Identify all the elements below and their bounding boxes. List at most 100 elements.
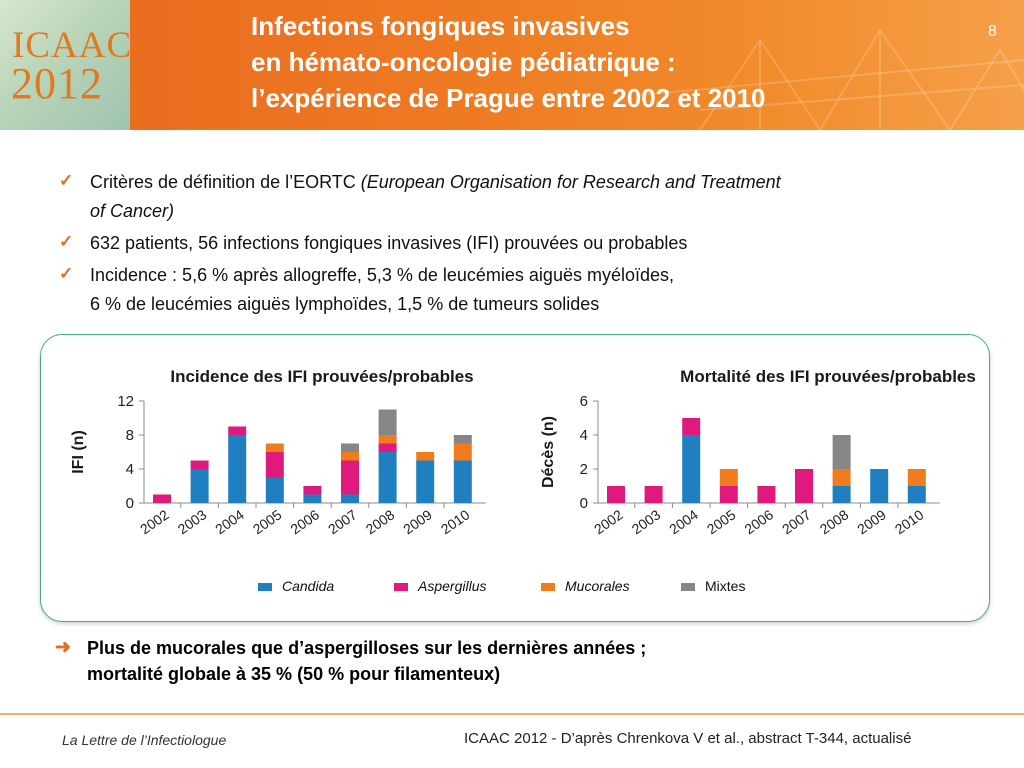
icaac-logo: ICAAC 2012 (0, 0, 130, 130)
x-tick-label: 2002 (591, 506, 626, 537)
bar-candida-2007 (341, 494, 359, 503)
bullet-2-text: 632 patients, 56 infections fongiques in… (90, 233, 688, 253)
chart-title: Incidence des IFI prouvées/probables (170, 367, 473, 386)
bar-mucorales-2008 (832, 469, 851, 486)
x-tick-label: 2004 (666, 506, 701, 537)
bullet-1-italic-2: of Cancer) (90, 201, 175, 221)
x-tick-label: 2004 (212, 506, 247, 537)
x-tick-label: 2008 (363, 506, 398, 537)
bar-mucorales-2009 (416, 452, 435, 461)
bar-aspergillus-2003 (190, 460, 209, 469)
bar-aspergillus-2007 (795, 469, 813, 503)
bar-aspergillus-2007 (341, 460, 359, 495)
title-line-2: en hémato-oncologie pédiatrique : (251, 47, 676, 77)
legend-swatch-mixtes (681, 583, 695, 591)
bullet-1-line-1: Critères de définition de l’EORTC (Europ… (90, 168, 781, 197)
legend-label-mixtes: Mixtes (705, 578, 745, 594)
x-tick-label: 2002 (137, 506, 172, 537)
footer-journal: La Lettre de l’Infectiologue (62, 732, 227, 748)
y-tick-label: 0 (126, 495, 134, 512)
x-tick-label: 2003 (629, 506, 664, 537)
y-tick-label: 4 (580, 427, 588, 444)
x-tick-label: 2006 (741, 506, 776, 537)
bar-candida-2006 (303, 494, 322, 503)
y-tick-label: 2 (580, 461, 588, 478)
x-tick-label: 2008 (817, 506, 852, 537)
bar-aspergillus-2005 (719, 486, 738, 503)
legend-label-candida: Candida (282, 578, 334, 594)
y-axis-label: IFI (n) (70, 430, 87, 474)
bar-mucorales-2010 (453, 443, 472, 461)
y-tick-label: 12 (117, 393, 134, 410)
bullet-1-italic: (European Organisation for Research and … (360, 172, 781, 192)
conclusion-line-1: Plus de mucorales que d’aspergilloses su… (87, 638, 647, 658)
bar-aspergillus-2002 (153, 494, 171, 503)
bar-mucorales-2008 (378, 435, 397, 444)
check-icon: ✓ (59, 171, 74, 190)
arrow-icon: ➜ (55, 637, 71, 658)
x-tick-label: 2010 (438, 506, 473, 537)
title-line-3: l’expérience de Prague entre 2002 et 201… (251, 83, 766, 113)
bullet-1-text: Critères de définition de l’EORTC (90, 172, 361, 192)
x-tick-label: 2010 (892, 506, 927, 537)
legend-label-aspergillus: Aspergillus (417, 578, 486, 594)
bar-mucorales-2005 (719, 469, 738, 486)
bar-candida-2009 (870, 469, 889, 503)
legend-swatch-candida (258, 583, 272, 591)
bar-mixtes-2008 (378, 409, 397, 435)
conclusion-line-2: mortalité globale à 35 % (50 % pour fila… (87, 664, 501, 684)
bar-aspergillus-2003 (644, 486, 663, 503)
bar-candida-2008 (832, 486, 851, 503)
legend-swatch-mucorales (541, 583, 555, 591)
x-tick-label: 2007 (325, 506, 360, 537)
bar-candida-2010 (907, 486, 926, 503)
chart-panel: Incidence des IFI prouvées/probables IFI … (40, 334, 990, 622)
y-tick-label: 8 (126, 427, 134, 444)
bar-candida-2004 (682, 435, 701, 503)
header-banner: ICAAC 2012 Infections fongiques invasive… (0, 0, 1024, 130)
bullet-3-line-2: 6 % de leucémies aiguës lymphoïdes, 1,5 … (90, 294, 600, 314)
footer-divider (0, 713, 1024, 715)
bar-candida-2003 (190, 469, 209, 503)
bar-aspergillus-2004 (682, 418, 701, 435)
bar-aspergillus-2004 (228, 426, 247, 435)
bar-mixtes-2010 (453, 435, 472, 444)
bar-aspergillus-2002 (607, 486, 625, 503)
bar-candida-2004 (228, 435, 247, 503)
bar-candida-2009 (416, 460, 435, 503)
x-tick-label: 2007 (779, 506, 814, 537)
page-number: 8 (988, 23, 997, 40)
footer-citation: ICAAC 2012 - D’après Chrenkova V et al.,… (464, 730, 912, 747)
x-tick-label: 2003 (175, 506, 210, 537)
y-tick-label: 4 (126, 461, 134, 478)
legend-label-mucorales: Mucorales (565, 578, 630, 594)
legend-swatch-aspergillus (394, 583, 408, 591)
x-tick-label: 2009 (854, 506, 889, 537)
x-tick-label: 2006 (287, 506, 322, 537)
y-axis-label: Décès (n) (540, 416, 557, 488)
check-icon: ✓ (59, 264, 74, 283)
bullet-3-line-1: Incidence : 5,6 % après allogreffe, 5,3 … (90, 265, 675, 285)
bar-aspergillus-2006 (303, 486, 322, 495)
bridge-decoration (639, 28, 1024, 130)
logo-year: 2012 (11, 59, 103, 108)
bar-mucorales-2005 (265, 443, 284, 452)
bullet-1-line-2: of Cancer) (90, 197, 174, 226)
bar-candida-2008 (378, 452, 397, 503)
y-tick-label: 0 (580, 495, 588, 512)
bar-mucorales-2007 (341, 452, 359, 461)
bar-mixtes-2008 (832, 435, 851, 469)
x-tick-label: 2005 (250, 506, 285, 537)
check-icon: ✓ (59, 232, 74, 251)
charts-svg: Incidence des IFI prouvées/probables IFI … (70, 367, 976, 594)
bar-mixtes-2007 (341, 443, 359, 452)
logo-name: ICAAC (12, 25, 130, 66)
x-tick-label: 2009 (400, 506, 435, 537)
bar-candida-2010 (453, 460, 472, 503)
chart-title: Mortalité des IFI prouvées/probables (680, 367, 976, 386)
x-tick-label: 2005 (704, 506, 739, 537)
bar-aspergillus-2006 (757, 486, 776, 503)
y-tick-label: 6 (580, 393, 588, 410)
bar-mucorales-2010 (907, 469, 926, 486)
bar-aspergillus-2005 (265, 452, 284, 478)
